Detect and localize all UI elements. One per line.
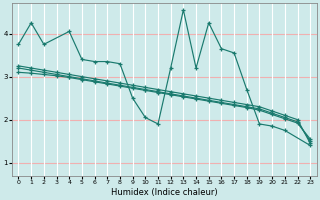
X-axis label: Humidex (Indice chaleur): Humidex (Indice chaleur) (111, 188, 218, 197)
